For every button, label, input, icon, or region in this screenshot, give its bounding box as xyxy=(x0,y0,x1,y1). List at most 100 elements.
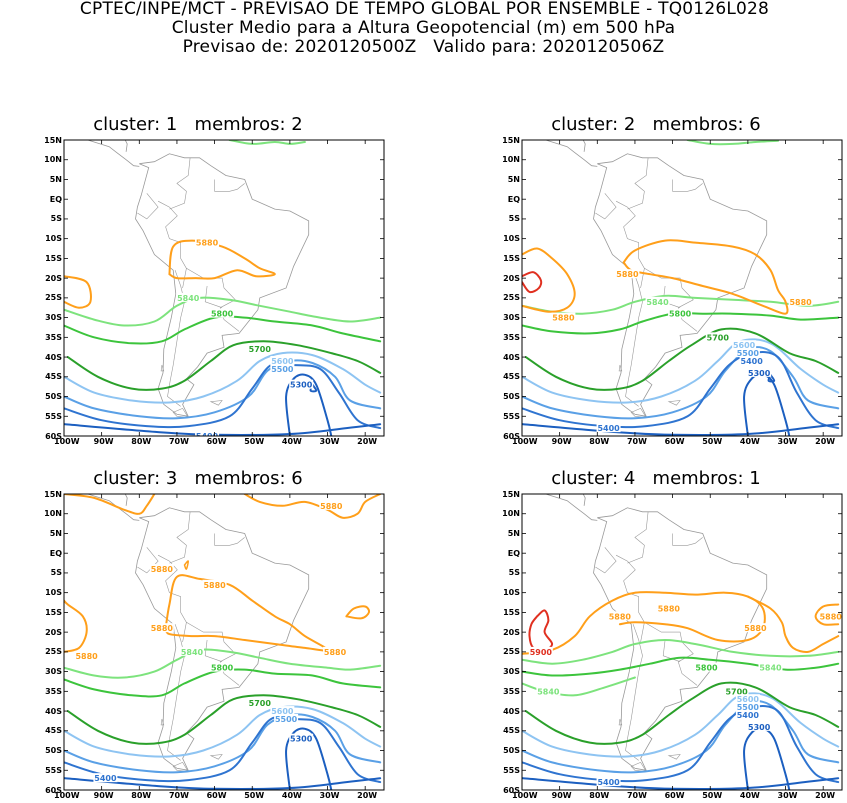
contour-line xyxy=(64,705,382,758)
coastline xyxy=(593,507,768,771)
country-border xyxy=(214,179,245,192)
lon-tick-label: 30W xyxy=(777,791,798,800)
contour-label: 5880 xyxy=(151,624,174,633)
lat-tick-label: 5S xyxy=(50,214,62,224)
contour-label: 5400 xyxy=(597,778,620,787)
contour-label-bg xyxy=(195,431,220,436)
contour-line xyxy=(686,140,779,146)
contour-label-bg xyxy=(149,563,174,573)
contour-label: 5400 xyxy=(94,774,117,783)
lat-tick-label: 40S xyxy=(45,706,62,716)
contour-line xyxy=(64,599,88,653)
lat-tick-label: 15S xyxy=(45,253,62,263)
map-frame xyxy=(521,493,843,791)
contour-label-bg xyxy=(528,646,553,656)
contour-label-bg xyxy=(788,296,813,306)
lon-tick-label: 50W xyxy=(244,791,265,800)
lat-tick-label: 5N xyxy=(49,174,62,184)
contour-line xyxy=(64,423,382,436)
contour-label: 5880 xyxy=(820,612,843,621)
lat-tick-label: 15N xyxy=(44,489,62,499)
contour-label: 5700 xyxy=(707,333,730,342)
contour-label: 5800 xyxy=(211,664,234,673)
contour-line xyxy=(524,681,840,745)
contour-label: 5880 xyxy=(609,612,632,621)
lat-tick-label: 10S xyxy=(503,588,520,598)
contour-line xyxy=(746,595,840,654)
lat-tick-label: 45S xyxy=(45,372,62,382)
contour-label: 5500 xyxy=(271,365,294,374)
contour-line xyxy=(64,275,92,309)
contour-label-bg xyxy=(758,662,783,672)
contour-label: 5840 xyxy=(181,648,204,657)
island xyxy=(209,754,223,760)
contour-label-bg xyxy=(668,308,693,318)
contour-line xyxy=(285,373,333,436)
country-border xyxy=(627,157,649,210)
map-layer: 5880 5880 5880 5880 5900 5840 5840 5800 57005600… xyxy=(522,494,843,790)
island xyxy=(172,762,189,772)
contour-line xyxy=(767,373,776,383)
lon-tick-label: 60W xyxy=(206,437,227,446)
map-layer: 5880588058805840580057005600550054005300… xyxy=(522,140,840,436)
coastline xyxy=(593,153,768,417)
lon-tick-label: 40W xyxy=(739,791,760,800)
lat-tick-label: 10N xyxy=(502,509,520,519)
coastline xyxy=(86,494,140,521)
contour-label: 5880 xyxy=(324,648,347,657)
header-subtitle: Cluster Medio para a Altura Geopotencial… xyxy=(171,18,676,38)
contour-label-bg xyxy=(210,662,235,672)
contour-label: 5800 xyxy=(211,310,234,319)
island xyxy=(618,364,623,372)
lat-tick-label: 10N xyxy=(502,155,520,165)
contour-label: 5500 xyxy=(737,703,760,712)
contour-label-bg xyxy=(596,777,621,787)
lon-tick-label: 90W xyxy=(93,791,114,800)
contour-label-bg xyxy=(274,713,299,723)
contour-label: 5800 xyxy=(669,310,692,319)
lon-tick-label: 50W xyxy=(702,791,723,800)
contour-label: 5400 xyxy=(196,432,219,437)
contour-label: 5400 xyxy=(741,357,764,366)
contour-label-bg xyxy=(323,646,348,656)
contour-line xyxy=(522,338,840,404)
contour-label: 5880 xyxy=(658,604,681,613)
map-layer: 5880 5880 5880 5880 5880 5880 5840 5800 57005600… xyxy=(64,494,382,790)
contour-label-bg xyxy=(735,694,760,704)
lat-tick-label: 35S xyxy=(503,332,520,342)
lat-tick-label: 15S xyxy=(503,607,520,617)
cluster-panel-3: cluster: 3 membros: 6 15N 10N 5N EQ 5S 10S 15S… xyxy=(28,468,385,803)
coastline xyxy=(544,494,598,521)
lon-tick-label: 20W xyxy=(815,791,836,800)
lat-tick-label: 5S xyxy=(508,568,520,578)
country-border xyxy=(169,157,191,210)
contour-label-bg xyxy=(195,237,220,247)
lon-tick-label: 40W xyxy=(739,437,760,446)
lon-tick-label: 80W xyxy=(131,791,152,800)
header-title: CPTEC/INPE/MCT - PREVISAO DE TEMPO GLOBA… xyxy=(79,0,770,19)
lat-tick-label: 40S xyxy=(503,706,520,716)
contour-line xyxy=(64,362,382,430)
lon-tick-label: 90W xyxy=(93,437,114,446)
contour-label-bg xyxy=(247,698,272,708)
contour-label: 5300 xyxy=(290,381,313,390)
lon-tick-label: 80W xyxy=(589,437,610,446)
country-border xyxy=(615,554,645,643)
contour-line xyxy=(814,603,840,626)
country-border xyxy=(625,624,643,761)
country-border xyxy=(167,624,185,761)
contour-line xyxy=(528,609,554,652)
lon-tick-label: 70W xyxy=(626,437,647,446)
panel-title: cluster: 3 membros: 6 xyxy=(93,468,303,489)
contour-label: 5880 xyxy=(789,298,812,307)
contour-label-bg xyxy=(735,348,760,358)
country-border xyxy=(672,179,703,192)
lat-tick-label: 5S xyxy=(50,568,62,578)
contour-label-bg xyxy=(747,721,772,731)
panel-title: cluster: 4 membros: 1 xyxy=(551,468,761,489)
contour-label: 5880 xyxy=(75,652,98,661)
contour-line xyxy=(522,271,543,294)
country-border xyxy=(627,511,649,564)
lat-tick-label: 20S xyxy=(503,627,520,637)
